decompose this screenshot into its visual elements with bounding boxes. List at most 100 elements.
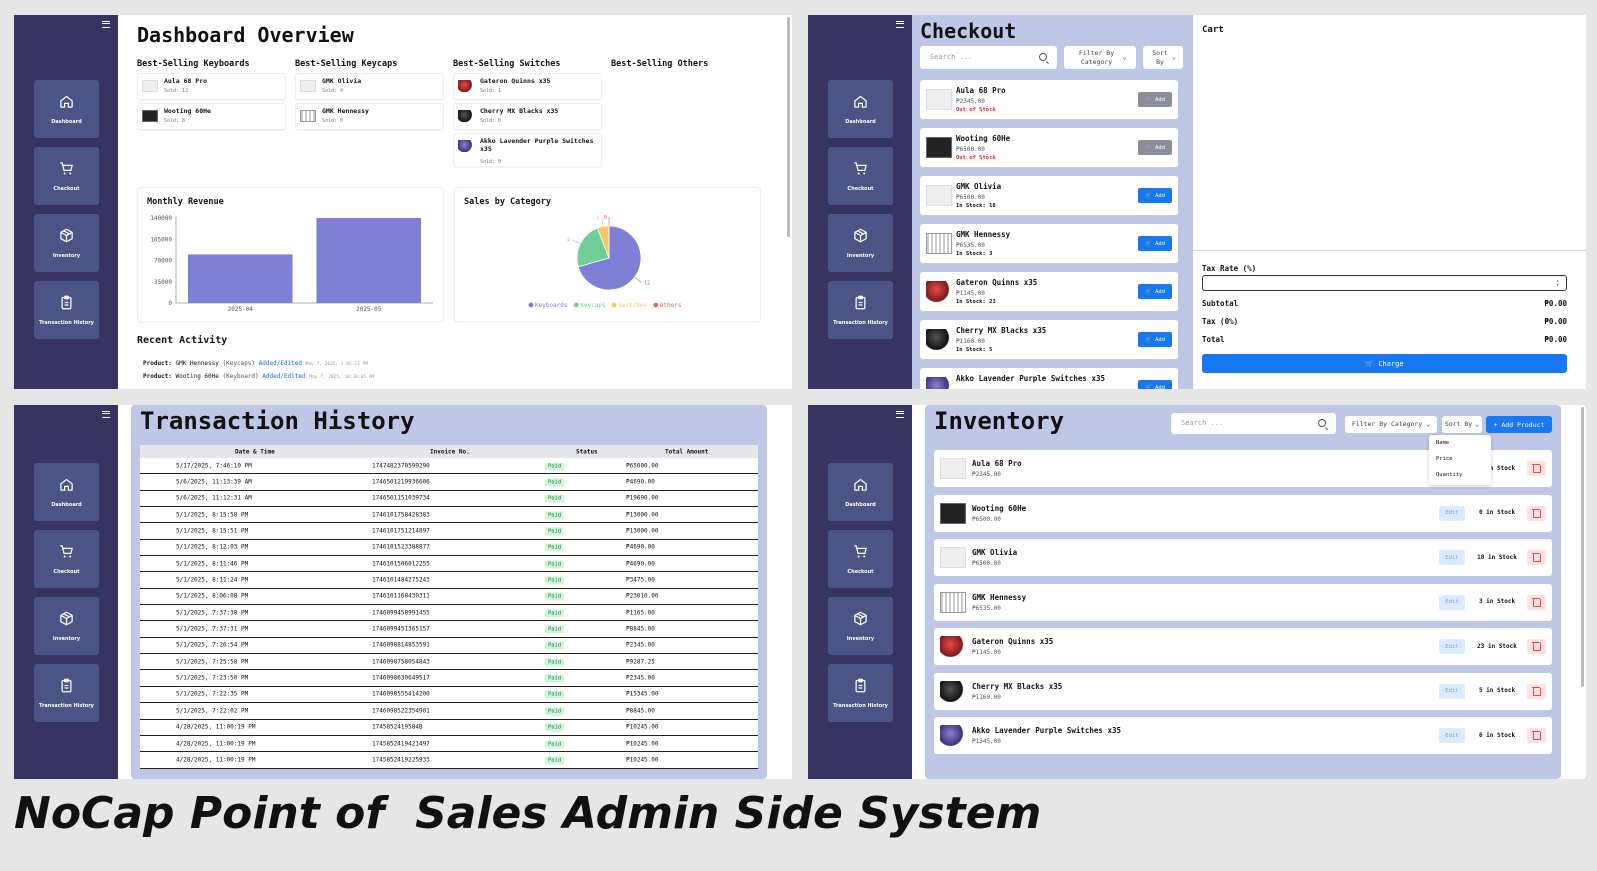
nav-label: Inventory xyxy=(52,252,81,259)
product-name: Akko Lavender Purple Switches x35 xyxy=(972,726,1122,735)
inventory-product-item: Gateron Quinns x35 ₱1145.00 23 in Stock Edi… xyxy=(934,628,1552,665)
table-row: 5/1/2025, 7:22:35 PM 1746098555414200 Paid… xyxy=(140,687,758,704)
delete-icon[interactable] xyxy=(1527,683,1546,699)
filter-category-button[interactable]: Filter By Category ⌄ xyxy=(1064,46,1136,69)
date-cell: 4/28/2025, 11:00:19 PM xyxy=(176,723,256,731)
filter-category-button[interactable]: Filter By Category ⌄ xyxy=(1345,416,1437,433)
nav-dashboard[interactable]: Dashboard xyxy=(34,463,99,521)
nav-transaction-history[interactable]: Transaction History xyxy=(828,664,893,722)
scrollbar[interactable] xyxy=(1581,407,1584,687)
nav-inventory[interactable]: Inventory xyxy=(34,214,99,272)
nav-transaction-history[interactable]: Transaction History xyxy=(34,664,99,722)
product-thumbnail xyxy=(458,140,474,152)
invoice-cell: 1746098814853591 xyxy=(372,641,430,649)
table-row: 5/1/2025, 8:11:24 PM 1746101484275243 Paid… xyxy=(140,572,758,589)
tax-rate-input[interactable]: ▴ ▾ xyxy=(1202,275,1567,291)
product-name: Gateron Quinns x35 xyxy=(972,637,1054,646)
activity-action[interactable]: Added/Edited xyxy=(258,360,303,367)
product-name: Akko Lavender Purple Switches x35 xyxy=(956,374,1106,383)
status-cell: Paid xyxy=(545,740,565,749)
nav-checkout[interactable]: Checkout xyxy=(34,530,99,588)
status-badge: Paid xyxy=(545,576,565,585)
search-input[interactable]: Search ... xyxy=(1171,413,1336,434)
status-cell: Paid xyxy=(545,478,565,487)
product-name: Cherry MX Blacks x35 xyxy=(480,107,559,115)
hamburger-menu-icon[interactable] xyxy=(896,411,904,418)
nav-transaction-history[interactable]: Transaction History xyxy=(34,281,99,339)
edit-button[interactable]: Edit xyxy=(1439,505,1465,521)
hamburger-menu-icon[interactable] xyxy=(896,21,904,28)
delete-icon[interactable] xyxy=(1527,550,1546,565)
delete-icon[interactable] xyxy=(1527,639,1546,654)
nav-checkout[interactable]: Checkout xyxy=(828,147,893,205)
invoice-cell: 1746101758428383 xyxy=(372,511,430,519)
delete-icon[interactable] xyxy=(1527,461,1546,476)
bar-2025-04 xyxy=(188,254,293,303)
product-name: Gateron Quinns x35 xyxy=(480,77,551,85)
nav-inventory[interactable]: Inventory xyxy=(828,214,893,272)
charge-button[interactable]: 🛒 Charge xyxy=(1202,354,1567,373)
status-cell: Paid xyxy=(545,462,565,471)
add-to-cart-button[interactable]: 🛒 Add xyxy=(1138,92,1172,107)
sort-option-price[interactable]: Price xyxy=(1436,456,1453,462)
nav-transaction-history[interactable]: Transaction History xyxy=(828,281,893,339)
amount-cell: ₱13000.00 xyxy=(626,527,659,535)
stock-count: 0 in Stock xyxy=(1478,509,1516,517)
stepper-icon[interactable]: ▴ ▾ xyxy=(1556,278,1560,288)
date-cell: 5/6/2025, 11:13:39 AM xyxy=(176,478,252,486)
sort-by-button[interactable]: Sort By ⌄ xyxy=(1143,46,1183,69)
amount-cell: ₱9287.25 xyxy=(626,658,655,666)
nav-label: Transaction History xyxy=(39,319,94,326)
hamburger-menu-icon[interactable] xyxy=(102,411,110,418)
nav-label: Inventory xyxy=(846,635,875,642)
status-cell: Paid xyxy=(545,641,565,650)
nav-dashboard[interactable]: Dashboard xyxy=(34,80,99,138)
scrollbar[interactable] xyxy=(787,17,790,237)
add-product-button[interactable]: + Add Product xyxy=(1486,416,1552,433)
sort-option-name[interactable]: Name xyxy=(1436,440,1450,446)
delete-icon[interactable] xyxy=(1527,594,1546,610)
add-to-cart-button[interactable]: 🛒 Add xyxy=(1138,188,1172,203)
product-price: ₱1160.00 xyxy=(972,693,1001,701)
nav-checkout[interactable]: Checkout xyxy=(828,530,893,588)
product-name: Aula 68 Pro xyxy=(956,86,1006,95)
delete-icon[interactable] xyxy=(1527,505,1546,521)
sort-by-button[interactable]: Sort By ⌄ xyxy=(1442,416,1482,433)
sort-option-quantity[interactable]: Quantity xyxy=(1436,472,1463,478)
add-to-cart-button[interactable]: 🛒 Add xyxy=(1138,284,1172,299)
add-to-cart-button[interactable]: 🛒 Add xyxy=(1138,332,1172,347)
add-to-cart-button[interactable]: 🛒 Add xyxy=(1138,140,1172,155)
checkout-product-item: Wooting 60He ₱6500.00 Out of Stock 🛒 Add xyxy=(920,128,1178,167)
table-row: 5/1/2025, 8:15:51 PM 1746101751214897 Paid… xyxy=(140,523,758,540)
stock-status: In Stock: 5 xyxy=(956,347,993,353)
checkout-panel: Dashboard Checkout Inventory Transaction Hi… xyxy=(808,15,1586,389)
subtotal-row: Subtotal ₱0.00 xyxy=(1202,299,1567,308)
product-thumbnail xyxy=(940,458,966,479)
search-input[interactable]: Search ... xyxy=(920,46,1057,69)
product-name: GMK Hennessy xyxy=(322,107,369,115)
edit-button[interactable]: Edit xyxy=(1439,683,1465,699)
nav-inventory[interactable]: Inventory xyxy=(828,597,893,655)
edit-button[interactable]: Edit xyxy=(1439,728,1465,743)
nav-dashboard[interactable]: Dashboard xyxy=(828,80,893,138)
edit-button[interactable]: Edit xyxy=(1439,550,1465,565)
divider xyxy=(1193,250,1586,251)
amount-cell: ₱15345.00 xyxy=(626,690,659,698)
delete-icon[interactable] xyxy=(1527,728,1546,743)
table-row: 5/1/2025, 8:06:08 PM 1746101168430311 Paid… xyxy=(140,589,758,606)
add-to-cart-button[interactable]: 🛒 Add xyxy=(1138,236,1172,251)
amount-cell: ₱13000.00 xyxy=(626,511,659,519)
nav-inventory[interactable]: Inventory xyxy=(34,597,99,655)
table-row: 5/1/2025, 7:22:02 PM 1746098522354901 Paid… xyxy=(140,703,758,720)
hamburger-menu-icon[interactable] xyxy=(102,21,110,28)
product-name: GMK Olivia xyxy=(956,182,1002,191)
edit-button[interactable]: Edit xyxy=(1439,639,1465,654)
edit-button[interactable]: Edit xyxy=(1439,594,1465,610)
nav-checkout[interactable]: Checkout xyxy=(34,147,99,205)
add-to-cart-button[interactable]: 🛒 Add xyxy=(1138,380,1172,389)
nav-dashboard[interactable]: Dashboard xyxy=(828,463,893,521)
status-badge: Paid xyxy=(545,560,565,569)
checkout-product-item: GMK Olivia ₱6500.00 In Stock: 18 🛒 Add xyxy=(920,176,1178,215)
activity-ts: May 7, 2025, 10:38:05 AM xyxy=(309,375,375,380)
activity-action[interactable]: Added/Edited xyxy=(262,373,306,380)
